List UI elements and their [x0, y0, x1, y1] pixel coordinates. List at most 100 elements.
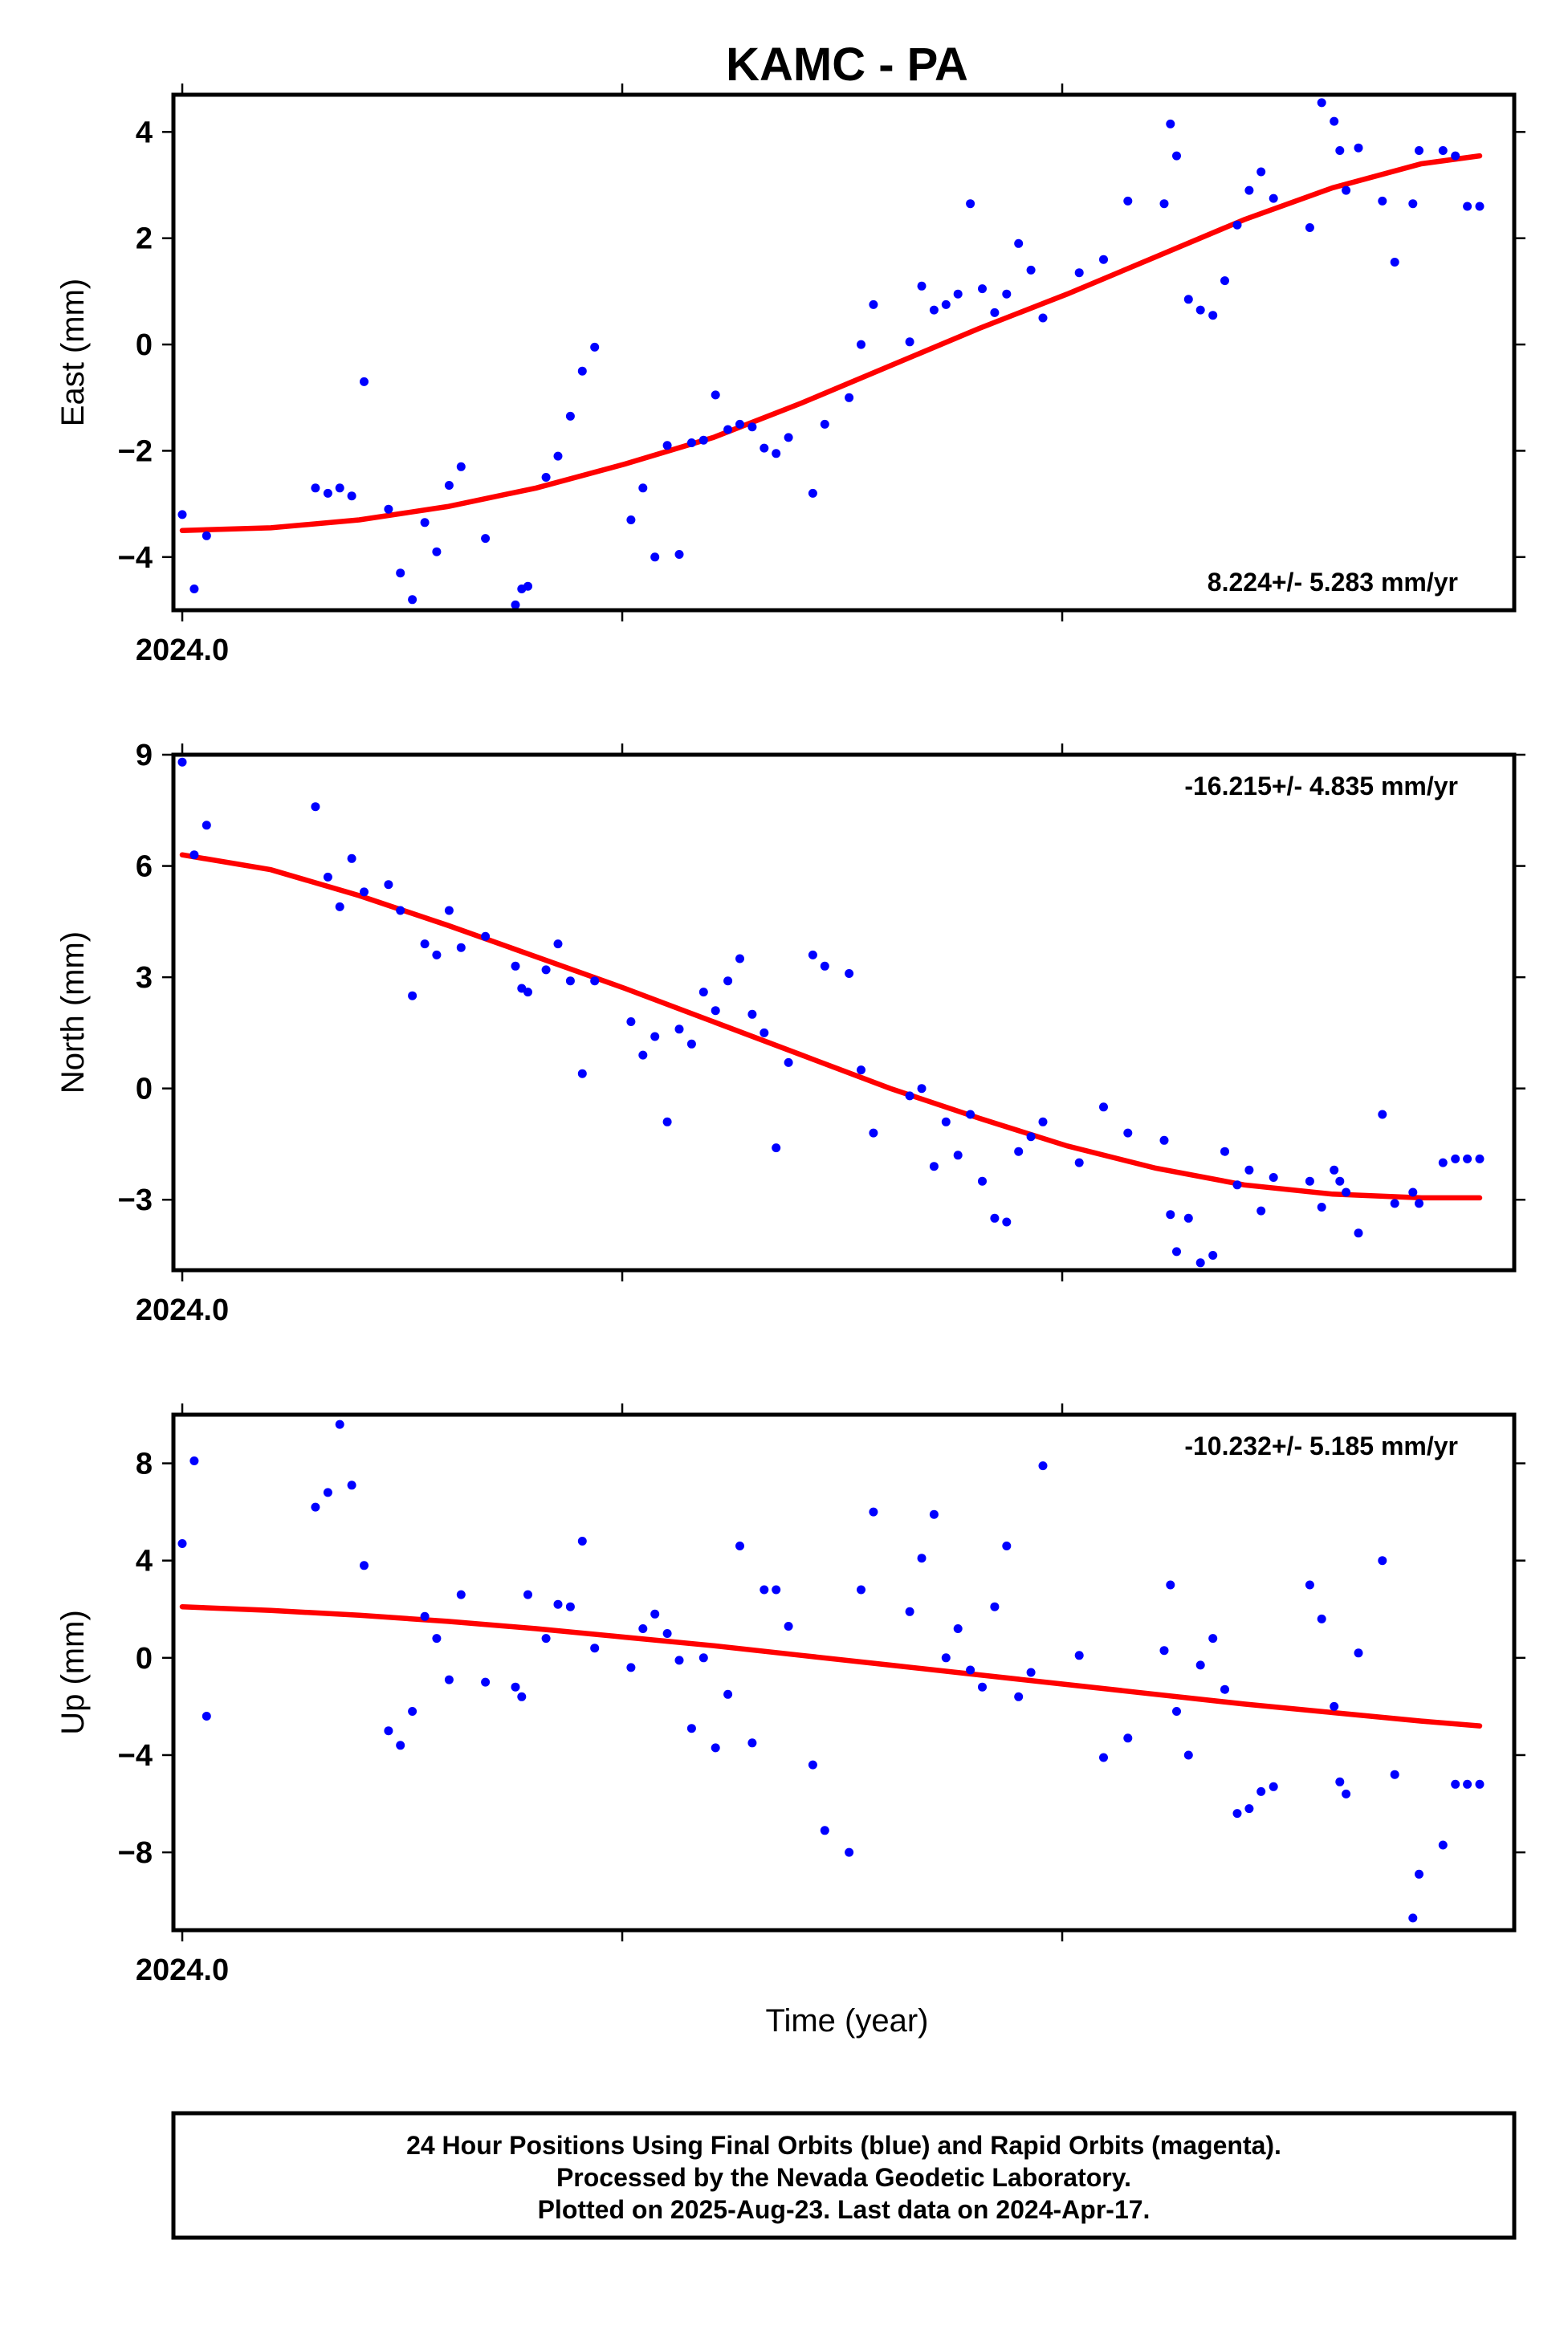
east-data-point — [820, 419, 829, 429]
up-y-tick-label: 8 — [136, 1448, 153, 1481]
north-data-point — [408, 991, 417, 1000]
up-data-point — [1002, 1542, 1012, 1550]
north-data-point — [869, 1128, 878, 1138]
east-data-point — [553, 451, 563, 461]
up-data-point — [384, 1726, 393, 1736]
north-data-point — [1208, 1251, 1218, 1260]
up-y-tick-label: 0 — [136, 1642, 153, 1676]
east-data-point — [1335, 146, 1345, 155]
up-data-point — [1269, 1782, 1278, 1791]
chart-title: KAMC - PA — [726, 39, 968, 91]
east-data-point — [456, 462, 466, 471]
up-data-point — [1172, 1707, 1181, 1716]
east-data-point — [1408, 199, 1418, 209]
up-data-point — [808, 1760, 817, 1770]
east-data-point — [1256, 167, 1266, 177]
north-data-point — [784, 1057, 793, 1067]
up-data-point — [1159, 1646, 1169, 1656]
north-data-point — [202, 821, 211, 830]
north-data-point — [1317, 1203, 1326, 1212]
north-data-point — [1026, 1132, 1036, 1142]
east-data-point — [444, 481, 454, 490]
up-data-point — [553, 1599, 563, 1609]
up-data-point — [1335, 1777, 1345, 1786]
east-panel: 2024.0 −4 −2 0 2 4 East (mm) 8.224+/- 5.283 mm/… — [55, 84, 1525, 667]
east-data-point — [1099, 255, 1108, 264]
north-data-point — [650, 1032, 660, 1041]
up-data-point — [711, 1743, 720, 1753]
east-data-point — [845, 393, 854, 402]
east-data-point — [686, 438, 696, 447]
up-data-point — [905, 1607, 914, 1616]
east-data-point — [1244, 185, 1254, 195]
up-data-point — [747, 1738, 757, 1748]
north-data-point — [311, 802, 320, 812]
east-data-point — [1415, 146, 1423, 155]
up-data-point — [1342, 1789, 1351, 1798]
north-data-point — [384, 880, 393, 890]
east-data-point — [189, 585, 199, 593]
north-data-point — [929, 1162, 939, 1171]
north-data-point — [1220, 1147, 1229, 1156]
north-plot-frame — [171, 752, 1517, 1273]
east-data-point — [808, 488, 817, 498]
north-data-point — [523, 988, 532, 997]
east-data-point — [323, 488, 332, 498]
east-y-axis-label: East (mm) — [55, 279, 91, 426]
east-data-point — [966, 199, 975, 209]
x-axis-label: Time (year) — [766, 2003, 929, 2039]
east-data-point — [360, 377, 369, 386]
east-data-point — [1166, 119, 1175, 128]
north-data-point — [1183, 1213, 1193, 1223]
up-data-point — [1099, 1753, 1108, 1762]
north-data-point — [1123, 1128, 1133, 1138]
east-data-point — [978, 284, 987, 294]
east-data-point — [577, 366, 587, 376]
east-data-point — [1317, 98, 1326, 108]
north-data-point — [1014, 1147, 1024, 1156]
north-data-point — [723, 976, 733, 986]
up-data-point — [1438, 1840, 1448, 1850]
up-data-point — [698, 1653, 708, 1663]
east-data-point — [1038, 313, 1048, 323]
north-data-point — [1232, 1180, 1242, 1190]
up-data-point — [1408, 1913, 1418, 1923]
north-data-point — [711, 1006, 720, 1016]
north-data-point — [360, 887, 369, 897]
up-data-point — [784, 1622, 793, 1631]
east-fit-line — [179, 153, 1483, 533]
east-data-point — [523, 581, 532, 591]
east-y-tick-label: 4 — [136, 116, 153, 149]
up-data-point — [590, 1644, 600, 1653]
north-data-point — [674, 1024, 684, 1034]
up-data-point — [638, 1624, 648, 1633]
up-data-point — [202, 1712, 211, 1721]
north-y-tick-label: 3 — [136, 961, 153, 995]
north-y-tick-label: −3 — [118, 1183, 153, 1217]
north-data-point — [323, 872, 332, 882]
east-data-point — [626, 515, 636, 524]
north-data-point — [1305, 1176, 1314, 1186]
east-y-tick-label: 0 — [136, 328, 153, 362]
east-data-point — [1074, 268, 1084, 278]
up-data-point — [1038, 1461, 1048, 1471]
east-plot-frame — [171, 92, 1517, 613]
east-data-point — [723, 425, 733, 434]
up-y-tick-label: 4 — [136, 1545, 153, 1578]
up-data-point — [1026, 1668, 1036, 1677]
north-data-point — [1159, 1135, 1169, 1145]
up-data-point — [1208, 1634, 1218, 1644]
up-data-point — [626, 1663, 636, 1672]
east-data-point — [1172, 151, 1181, 161]
east-data-point — [735, 419, 744, 429]
east-data-point — [177, 510, 187, 519]
north-data-point — [590, 976, 600, 986]
up-rate-label: -10.232+/- 5.185 mm/yr — [1184, 1432, 1458, 1460]
north-data-point — [966, 1110, 975, 1119]
east-data-point — [650, 552, 660, 562]
up-data-point — [1475, 1779, 1485, 1789]
east-data-point — [1390, 258, 1399, 267]
up-data-point — [396, 1741, 405, 1750]
north-data-point — [905, 1091, 914, 1101]
up-data-point — [1330, 1701, 1339, 1711]
